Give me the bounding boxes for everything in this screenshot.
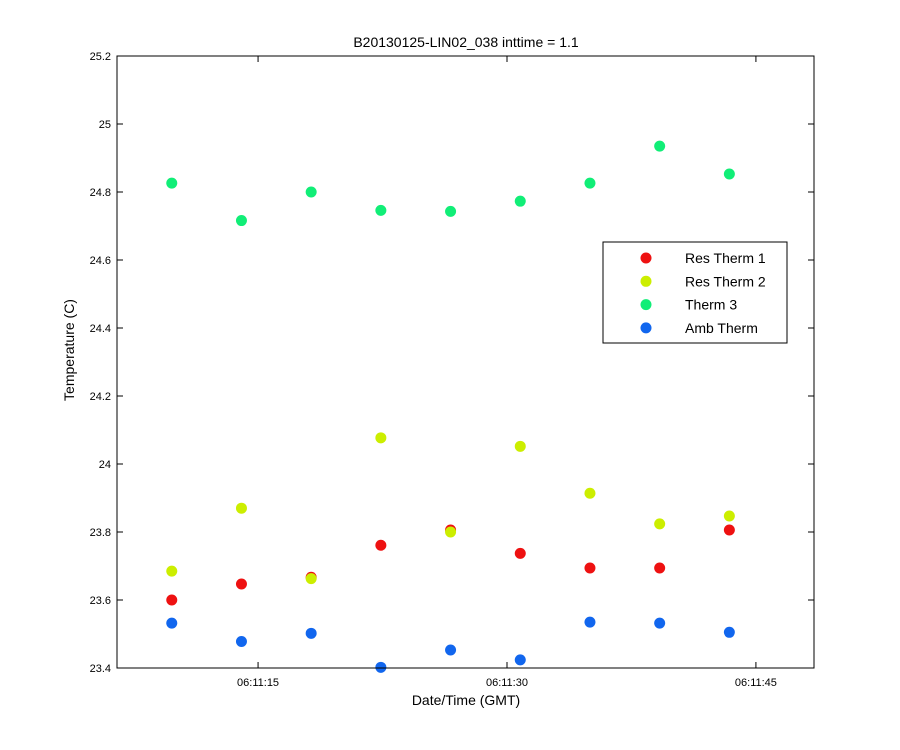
y-axis-label: Temperature (C) xyxy=(61,299,77,401)
point-therm-3 xyxy=(514,195,526,207)
point-amb-therm xyxy=(723,626,735,638)
legend-entry: Therm 3 xyxy=(685,297,737,313)
point-amb-therm xyxy=(235,635,247,647)
point-amb-therm xyxy=(305,627,317,639)
legend-entry: Amb Therm xyxy=(685,320,758,336)
point-res-therm-2 xyxy=(514,440,526,452)
y-tick-label: 24.6 xyxy=(90,255,111,267)
legend-marker xyxy=(640,275,652,287)
point-therm-3 xyxy=(166,177,178,189)
legend-marker xyxy=(640,252,652,264)
point-res-therm-2 xyxy=(584,487,596,499)
point-res-therm-1 xyxy=(723,524,735,536)
point-res-therm-2 xyxy=(305,573,317,585)
x-axis-ticks: 06:11:15 06:11:30 06:11:45 xyxy=(237,56,777,689)
legend-entry: Res Therm 2 xyxy=(685,273,766,289)
x-axis-label: Date/Time (GMT) xyxy=(412,692,520,708)
point-therm-3 xyxy=(723,168,735,180)
y-tick-label: 24 xyxy=(99,459,111,471)
y-tick-label: 25 xyxy=(99,119,111,131)
axes-frame xyxy=(116,55,815,669)
y-tick-label: 23.8 xyxy=(90,527,111,539)
point-res-therm-2 xyxy=(375,432,387,444)
point-amb-therm xyxy=(654,617,666,629)
legend-box xyxy=(602,241,788,344)
point-res-therm-1 xyxy=(235,578,247,590)
legend-marker xyxy=(640,322,652,334)
point-amb-therm xyxy=(166,617,178,629)
point-res-therm-1 xyxy=(375,539,387,551)
point-therm-3 xyxy=(235,215,247,227)
point-res-therm-1 xyxy=(514,547,526,559)
y-tick-label: 23.6 xyxy=(90,595,111,607)
point-res-therm-2 xyxy=(654,518,666,530)
y-tick-label: 24.2 xyxy=(90,391,111,403)
point-res-therm-2 xyxy=(445,526,457,538)
chart-title: B20130125-LIN02_038 inttime = 1.1 xyxy=(353,34,579,50)
point-amb-therm xyxy=(375,661,387,673)
y-tick-label: 23.4 xyxy=(90,663,111,675)
point-therm-3 xyxy=(654,140,666,152)
legend-marker xyxy=(640,299,652,311)
data-points xyxy=(166,140,735,673)
point-res-therm-2 xyxy=(235,502,247,514)
point-res-therm-2 xyxy=(166,565,178,577)
y-tick-label: 24.4 xyxy=(90,323,111,335)
y-axis-ticks: 23.4 23.6 23.8 24 24.2 24.4 24.6 24.8 25 25.2 xyxy=(90,51,814,675)
y-tick-label: 25.2 xyxy=(90,51,111,63)
point-therm-3 xyxy=(375,204,387,216)
x-tick-label: 06:11:30 xyxy=(486,677,528,689)
point-therm-3 xyxy=(584,177,596,189)
x-tick-label: 06:11:45 xyxy=(735,677,777,689)
point-res-therm-1 xyxy=(654,562,666,574)
x-tick-label: 06:11:15 xyxy=(237,677,279,689)
point-amb-therm xyxy=(584,616,596,628)
point-res-therm-1 xyxy=(166,594,178,606)
point-res-therm-1 xyxy=(584,562,596,574)
point-amb-therm xyxy=(514,654,526,666)
y-tick-label: 24.8 xyxy=(90,187,111,199)
point-res-therm-2 xyxy=(723,510,735,522)
point-therm-3 xyxy=(445,205,457,217)
point-therm-3 xyxy=(305,186,317,198)
point-amb-therm xyxy=(445,644,457,656)
legend: Res Therm 1 Res Therm 2 Therm 3 Amb Therm xyxy=(602,241,788,344)
legend-entry: Res Therm 1 xyxy=(685,250,766,266)
